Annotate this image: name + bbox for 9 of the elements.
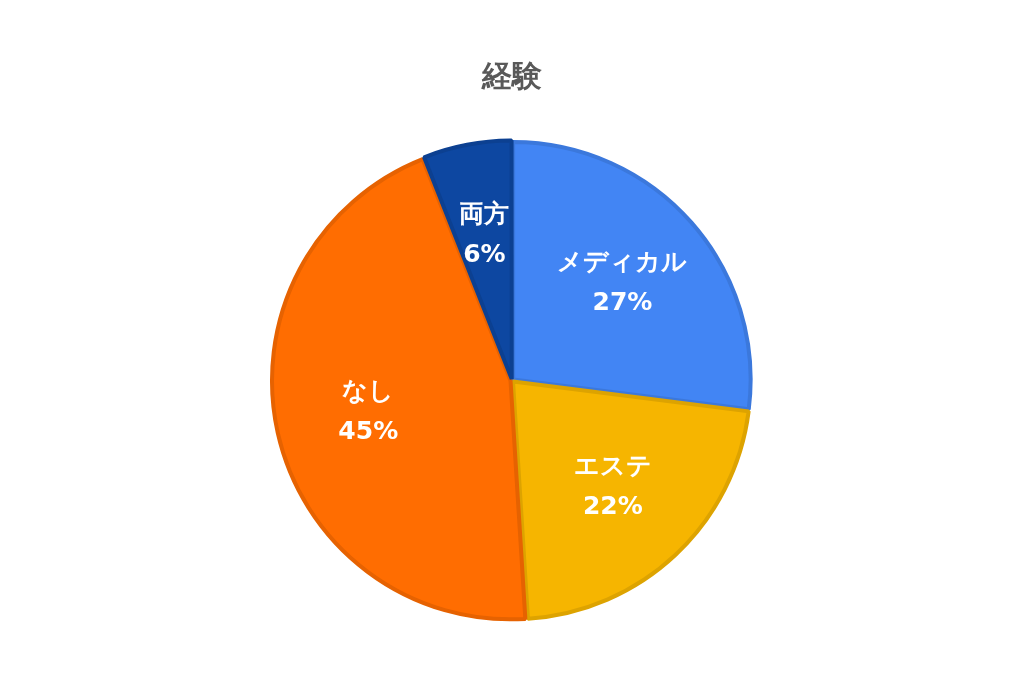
slice-label: エステ	[573, 451, 652, 481]
slice-label: なし	[342, 376, 395, 406]
data-label: 45%	[338, 416, 399, 446]
data-label: 27%	[592, 286, 653, 316]
data-label: 22%	[582, 491, 643, 521]
data-label: 6%	[463, 239, 506, 269]
slice-label: メディカル	[557, 246, 688, 276]
chart-title: 経験	[481, 57, 542, 93]
slice-label: 両方	[459, 199, 510, 229]
